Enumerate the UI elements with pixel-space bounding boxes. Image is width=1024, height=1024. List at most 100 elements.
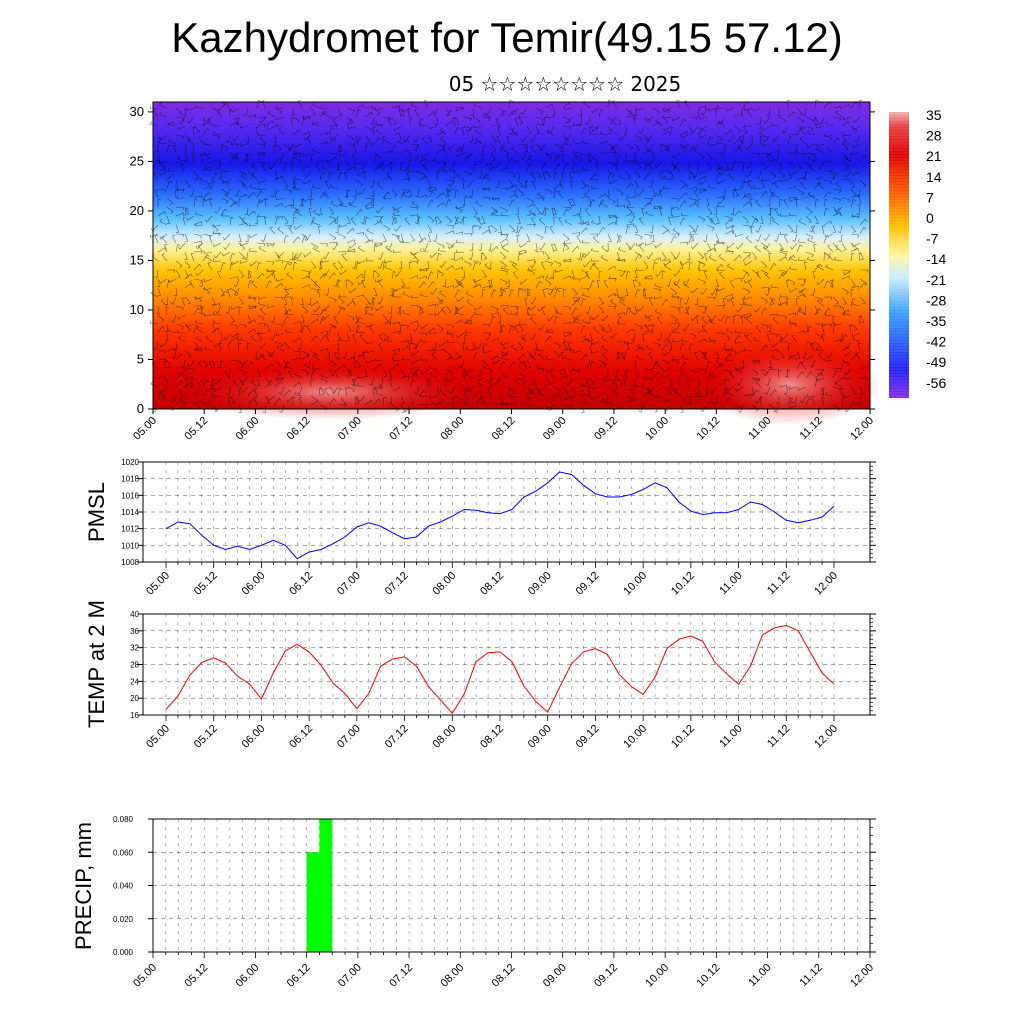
colorbar-label: 28: [926, 128, 942, 144]
temp-y-tick-label: 40: [130, 610, 139, 619]
pmsl-x-tick-label: 11.12: [765, 570, 792, 597]
pmsl-y-tick-label: 1016: [121, 491, 139, 500]
warm-core-left: [180, 364, 480, 420]
precip-x-tick-label: 10.12: [695, 962, 723, 990]
pmsl-x-tick-label: 08.00: [430, 570, 458, 598]
pmsl-y-tick-label: 1012: [121, 525, 139, 534]
pmsl-x-tick-label: 10.12: [669, 570, 697, 598]
precip-x-tick-label: 11.12: [798, 962, 825, 989]
temp-ylabel: TEMP at 2 M: [84, 600, 109, 728]
precip-x-axis: 05.00 05.12 06.00 06.12 07.00 07.12 08.00 08.12…: [131, 952, 876, 990]
colorbar-label: -28: [926, 292, 946, 308]
pmsl-x-tick-label: 12.00: [812, 570, 840, 598]
cross-section-y-axis: 0 5 10 15 20 25 30: [130, 104, 875, 416]
colorbar-label: 7: [926, 189, 934, 205]
temp-x-axis: 05.00 05.12 06.00 06.12 07.00 07.12 08.00 08.12…: [144, 715, 840, 751]
temp-x-tick-label: 08.12: [478, 723, 506, 751]
colorbar-label: 21: [926, 148, 942, 164]
precip-bar: [319, 819, 333, 952]
section-y-tick-label: 5: [137, 351, 144, 366]
chart-subtitle: 05 ☆☆☆☆☆☆☆☆ 2025: [448, 72, 682, 96]
temp-y-tick-label: 36: [130, 627, 139, 636]
section-y-tick-label: 15: [130, 252, 144, 267]
temp-x-tick-label: 07.00: [335, 723, 363, 751]
precip-bar: [306, 852, 320, 953]
pmsl-y-tick-label: 1010: [121, 541, 139, 550]
section-x-tick-label: 07.12: [387, 415, 415, 443]
pmsl-x-tick-label: 09.00: [526, 570, 554, 598]
precip-x-tick-label: 05.00: [131, 962, 159, 990]
pmsl-x-tick-label: 07.00: [335, 570, 363, 598]
precip-y-tick-label: 0.000: [113, 948, 134, 957]
precip-x-tick-label: 12.00: [848, 962, 876, 990]
section-x-tick-label: 05.00: [131, 415, 159, 443]
section-x-tick-label: 09.00: [541, 415, 569, 443]
pmsl-x-tick-label: 08.12: [478, 570, 506, 598]
precip-x-tick-label: 11.00: [746, 962, 773, 989]
temp-x-tick-label: 05.00: [144, 723, 172, 751]
colorbar-label: 14: [926, 169, 942, 185]
section-y-tick-label: 0: [137, 401, 144, 416]
section-x-tick-label: 08.12: [490, 415, 518, 443]
precip-y-tick-label: 0.060: [113, 848, 134, 857]
precip-x-tick-label: 10.00: [643, 962, 671, 990]
section-x-tick-label: 09.12: [592, 415, 620, 443]
temp-x-tick-label: 07.12: [383, 723, 411, 751]
colorbar-label: -35: [926, 313, 946, 329]
chart-title: Kazhydromet for Temir(49.15 57.12): [171, 14, 843, 61]
pmsl-x-tick-label: 05.00: [144, 570, 172, 598]
section-y-tick-label: 10: [130, 302, 144, 317]
precip-x-tick-label: 07.12: [387, 962, 415, 990]
temp-panel: 16 20 24 28 32 36 40 05.00 05.12 06.00 06.12 07.00…: [84, 600, 876, 751]
colorbar-label: -49: [926, 354, 946, 370]
temp-x-tick-label: 11.00: [717, 723, 744, 750]
section-y-tick-label: 30: [130, 104, 144, 119]
temp-x-tick-label: 05.12: [192, 723, 220, 751]
colorbar-label: 35: [926, 107, 942, 123]
temp-x-tick-label: 12.00: [812, 723, 840, 751]
temp-series-line: [165, 624, 835, 715]
temp-y-tick-label: 24: [130, 677, 139, 686]
temp-x-tick-label: 08.00: [430, 723, 458, 751]
section-y-tick-label: 25: [130, 153, 144, 168]
precip-x-tick-label: 08.12: [490, 962, 518, 990]
precip-y-tick-label: 0.040: [113, 882, 134, 891]
section-x-tick-label: 05.12: [182, 415, 210, 443]
colorbar: 35 28 21 14 7 0 -7 -14 -21 -28 -35 -42 -49 -56: [889, 107, 946, 398]
colorbar-label: -7: [926, 231, 939, 247]
precip-x-tick-label: 09.12: [592, 962, 620, 990]
pmsl-y-tick-label: 1018: [121, 475, 139, 484]
colorbar-label: -42: [926, 334, 946, 350]
pmsl-y-tick-label: 1014: [121, 508, 139, 517]
pmsl-x-tick-label: 10.00: [621, 570, 649, 598]
pmsl-x-tick-label: 07.12: [383, 570, 411, 598]
precip-x-tick-label: 05.12: [182, 962, 210, 990]
precip-x-tick-label: 06.12: [285, 962, 313, 990]
precip-bars: [306, 819, 333, 953]
precip-panel: 0.000 0.020 0.040 0.060 0.080 05.00 05.12 06.0…: [71, 815, 876, 990]
warm-core-right: [700, 345, 880, 425]
precip-y-tick-label: 0.080: [113, 815, 134, 824]
temp-x-tick-label: 09.12: [574, 723, 602, 751]
pmsl-y-axis: 1008 1010 1012 1014 1016 1018 1020: [121, 458, 876, 567]
colorbar-label: -14: [926, 251, 946, 267]
temp-x-tick-label: 06.00: [240, 723, 268, 751]
section-x-tick-label: 08.00: [438, 415, 466, 443]
pmsl-x-tick-label: 06.00: [240, 570, 268, 598]
temp-x-tick-label: 10.00: [621, 723, 649, 751]
pmsl-ylabel: PMSL: [84, 482, 109, 542]
temp-x-tick-label: 10.12: [669, 723, 697, 751]
precip-x-tick-label: 08.00: [438, 962, 466, 990]
pmsl-x-tick-label: 09.12: [574, 570, 602, 598]
colorbar-gradient: [889, 112, 909, 398]
pmsl-y-tick-label: 1020: [121, 458, 139, 467]
pmsl-x-axis: 05.00 05.12 06.00 06.12 07.00 07.12 08.00 08.12…: [144, 562, 840, 598]
section-x-tick-label: 12.00: [848, 415, 876, 443]
colorbar-label: 0: [926, 210, 934, 226]
temp-y-tick-label: 28: [130, 661, 139, 670]
pmsl-x-tick-label: 05.12: [192, 570, 220, 598]
pmsl-x-tick-label: 06.12: [287, 570, 315, 598]
